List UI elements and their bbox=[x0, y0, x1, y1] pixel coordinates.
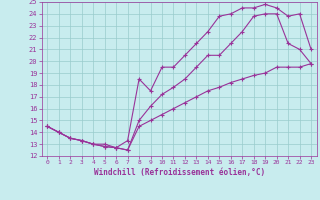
X-axis label: Windchill (Refroidissement éolien,°C): Windchill (Refroidissement éolien,°C) bbox=[94, 168, 265, 177]
